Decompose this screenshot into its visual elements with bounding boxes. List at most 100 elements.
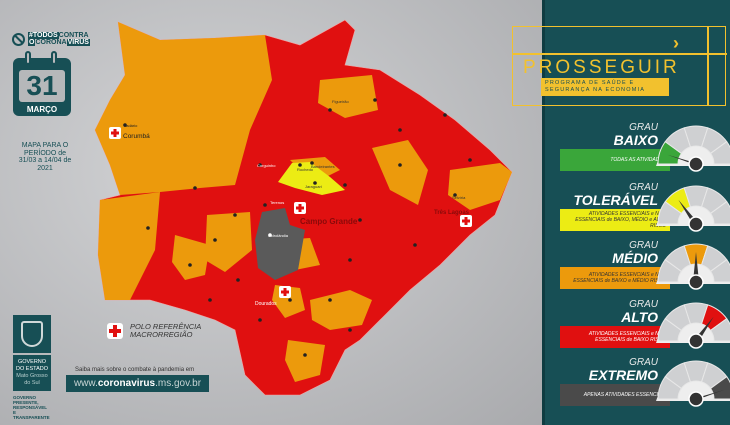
city-label: Ladário	[124, 123, 138, 128]
region-medio-pantanal	[95, 22, 272, 195]
calendar-day: 31	[19, 70, 65, 102]
city-dot	[348, 258, 352, 262]
city-dot	[146, 226, 150, 230]
level-3: GRAU ALTO ATIVIDADES ESSENCIAIS e NÃO ESSE…	[558, 297, 730, 357]
city-label: Selvíria	[452, 195, 466, 200]
level-name: ALTO	[621, 309, 658, 325]
map-panel: #TODOSCONTRA OCORONAVIRUS 31 MARÇO MAPA …	[0, 0, 542, 425]
city-dot	[413, 243, 417, 247]
city-label: Bandeirantes	[311, 164, 335, 169]
polo-legend: POLO REFERÊNCIA MACRORREGIÃO	[106, 322, 225, 340]
gauge-icon	[656, 360, 730, 407]
gauge-icon	[656, 302, 730, 349]
city-dot	[358, 218, 362, 222]
level-4: GRAU EXTREMO APENAS ATIVIDADES ESSENCIAIS	[558, 355, 730, 415]
gauge-icon	[656, 243, 730, 290]
city-dot	[303, 353, 307, 357]
level-name: TOLERÁVEL	[573, 192, 658, 208]
region-medio-4	[205, 212, 252, 272]
gov-line: Mato Grosso do Sul	[16, 373, 48, 386]
region-toleravel	[278, 162, 345, 195]
polo-legend-label: POLO REFERÊNCIA MACRORREGIÃO	[130, 322, 201, 339]
pole-label: Dourados	[255, 301, 277, 307]
city-dot	[343, 183, 347, 187]
url-part: .ms.gov.br	[155, 378, 202, 389]
hashtag-part: O	[28, 39, 36, 46]
level-description-text: ATIVIDADES ESSENCIAIS e NÃO ESSENCIAIS d…	[575, 211, 666, 229]
city-dot	[193, 186, 197, 190]
city-label: Sidrolândia	[268, 233, 289, 238]
gauge-segment	[709, 375, 730, 400]
campaign-hashtag: #TODOSCONTRA OCORONAVIRUS	[12, 32, 90, 46]
chevron-right-icon: ›	[673, 33, 679, 53]
pole-label: Três Lagoas	[434, 210, 470, 216]
city-dot	[188, 263, 192, 267]
level-description: ATIVIDADES ESSENCIAIS e NÃO ESSENCIAIS d…	[560, 326, 670, 348]
hashtag-part: VIRUS	[66, 39, 90, 46]
city-dot	[233, 213, 237, 217]
gauge-icon	[656, 185, 730, 232]
polo-marker-icon	[109, 127, 121, 139]
city-dot	[258, 163, 262, 167]
hashtag-part: CORONA	[35, 39, 67, 46]
program-name: PROSSEGUIR	[523, 57, 680, 78]
pole-label: Campo Grande	[300, 217, 358, 226]
level-description: APENAS ATIVIDADES ESSENCIAIS	[560, 384, 670, 406]
city-dot	[453, 193, 457, 197]
hashtag-part: #TODOS	[28, 32, 59, 39]
program-subtitle: PROGRAMA DE SAÚDE E SEGURANÇA NA ECONOMI…	[541, 78, 669, 96]
level-description-text: ATIVIDADES ESSENCIAIS e NÃO ESSENCIAIS d…	[588, 331, 666, 343]
website-link[interactable]: www.coronavirus.ms.gov.br	[66, 375, 209, 392]
gov-line: GOVERNO	[17, 359, 47, 365]
calendar-icon: 31 MARÇO	[13, 51, 71, 116]
city-dot	[263, 203, 267, 207]
url-part: www.	[73, 378, 98, 389]
polo-marker-icon	[460, 215, 472, 227]
city-dot	[213, 238, 217, 242]
city-dot	[398, 163, 402, 167]
gauge-icon	[656, 125, 730, 172]
level-description: ATIVIDADES ESSENCIAIS e NÃO ESSENCIAIS d…	[560, 267, 670, 289]
pole-label: Corumbá	[123, 133, 150, 140]
city-dot	[258, 318, 262, 322]
region-medio-8	[310, 290, 372, 330]
city-dot	[268, 233, 272, 237]
level-description: TODAS AS ATIVIDADES	[560, 149, 670, 171]
gauge-segment	[709, 258, 730, 283]
region-medio-3	[448, 163, 512, 210]
gauge-segment	[709, 140, 730, 165]
polo-marker-icon	[279, 286, 291, 298]
level-grau: GRAU	[629, 122, 658, 133]
city-label: Terenos	[270, 200, 284, 205]
url-part: coronavirus	[97, 378, 156, 389]
level-name: BAIXO	[613, 132, 658, 148]
city-dot	[288, 298, 292, 302]
level-grau: GRAU	[629, 240, 658, 251]
region-medio-west	[98, 192, 160, 300]
city-dot	[373, 98, 377, 102]
polo-marker-icon	[294, 202, 306, 214]
hashtag-part: CONTRA	[58, 32, 89, 39]
city-dot	[468, 158, 472, 162]
city-label: Rochedo	[297, 167, 314, 172]
gauge-segment	[709, 200, 730, 225]
region-medio-1	[318, 75, 378, 118]
city-dot	[236, 278, 240, 282]
city-dot	[313, 181, 317, 185]
level-description-text: ATIVIDADES ESSENCIAIS e NÃO ESSENCIAIS d…	[573, 272, 666, 284]
level-grau: GRAU	[629, 357, 658, 368]
government-logo: GOVERNO DO ESTADO Mato Grosso do Sul GOVER…	[13, 315, 51, 420]
city-dot	[123, 123, 127, 127]
level-description: ATIVIDADES ESSENCIAIS e NÃO ESSENCIAIS d…	[560, 209, 670, 231]
city-dot	[398, 128, 402, 132]
level-0: GRAU BAIXO TODAS AS ATIVIDADES	[558, 120, 730, 180]
city-dot	[328, 108, 332, 112]
city-label: Corguinho	[257, 163, 276, 168]
level-grau: GRAU	[629, 299, 658, 310]
level-grau: GRAU	[629, 182, 658, 193]
city-label: Jaraguari	[305, 184, 322, 189]
gov-line: DO ESTADO	[16, 366, 48, 372]
period-text: MAPA PARA O PERÍODO de 31/03 a 14/04 de …	[18, 142, 72, 172]
state-map: Corumbá Campo Grande Três Lagoas Dourado…	[94, 19, 513, 396]
state-crest-icon	[13, 315, 51, 353]
